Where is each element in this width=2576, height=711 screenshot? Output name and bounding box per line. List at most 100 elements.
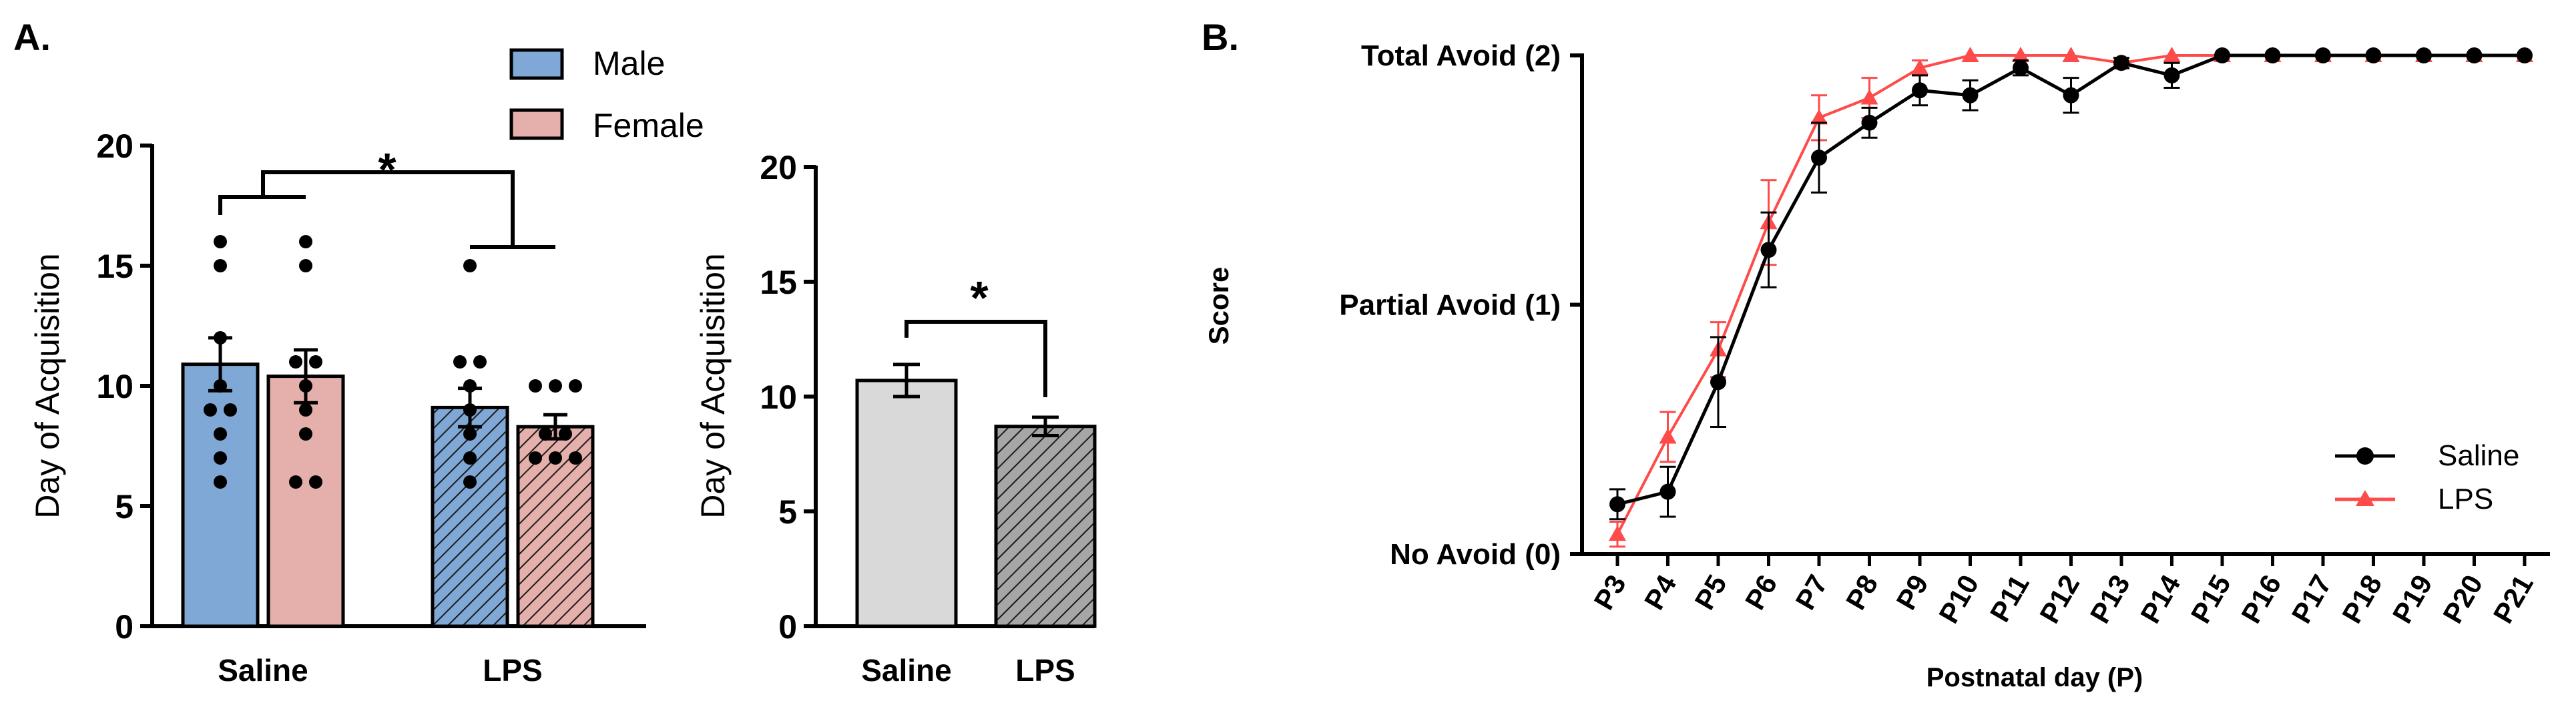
y-tick-label: 20 (96, 128, 134, 165)
panel-b-label: B. (1202, 16, 1239, 58)
data-point-saline (1760, 242, 1777, 258)
data-point-saline (1912, 82, 1928, 99)
data-point (559, 427, 572, 441)
data-point-saline (2264, 47, 2281, 63)
data-point (299, 427, 312, 441)
data-point (539, 427, 552, 441)
data-point-lps (1860, 89, 1878, 105)
x-tick-label-p16: P16 (2235, 569, 2287, 628)
x-tick-label-saline: Saline (218, 653, 308, 688)
data-point-lps (1609, 525, 1626, 541)
y-tick-label: No Avoid (0) (1390, 538, 1561, 571)
data-point (299, 235, 312, 248)
series-line-lps (1616, 54, 2525, 535)
data-point (463, 379, 477, 393)
data-point (569, 379, 582, 393)
y-tick-label: 10 (760, 379, 797, 416)
data-point-saline (2113, 55, 2129, 71)
data-point-lps (1911, 59, 1928, 75)
legend-marker-lps (2356, 490, 2374, 506)
data-point (214, 235, 227, 248)
data-point (214, 259, 227, 272)
data-point (214, 451, 227, 465)
data-point (289, 475, 302, 489)
data-point (299, 403, 312, 417)
x-tick-label-p19: P19 (2386, 569, 2438, 628)
legend-label-saline: Saline (2438, 439, 2519, 472)
y-tick-label: 0 (778, 608, 797, 646)
x-tick-label-p10: P10 (1933, 569, 1985, 628)
data-point-saline (1710, 374, 1726, 391)
chart3-xlabel: Postnatal day (P) (1926, 663, 2143, 692)
x-tick-label-lps: LPS (1015, 653, 1075, 688)
data-point (463, 259, 477, 272)
chart1-plot: 0 5 10 15 20 Saline LPS (96, 128, 646, 688)
y-tick-label: 5 (115, 488, 134, 525)
x-tick-label-p18: P18 (2336, 569, 2388, 628)
series-line-saline (1617, 53, 2525, 506)
data-point-lps (1810, 109, 1828, 125)
data-point (204, 403, 217, 417)
x-tick-label-p11: P11 (1984, 569, 2035, 627)
bar-lps (994, 425, 1097, 628)
significance-star-chart1: * (378, 144, 397, 196)
y-tick-label: 20 (760, 149, 797, 186)
x-tick-label-p6: P6 (1739, 569, 1783, 615)
legend-label-female: Female (593, 107, 704, 144)
data-point-saline (1811, 150, 1827, 166)
data-point (569, 451, 582, 465)
y-tick-label: 0 (115, 608, 134, 646)
x-tick-label-p15: P15 (2185, 569, 2237, 628)
chart3-ylabel: Score (1203, 267, 1234, 345)
data-point-saline (2365, 47, 2382, 63)
data-point-saline (2315, 47, 2331, 63)
data-point-lps (1659, 428, 1677, 444)
data-point (549, 451, 562, 465)
data-point-saline (2416, 47, 2432, 63)
y-tick-label: 5 (778, 493, 797, 531)
data-point (214, 475, 227, 489)
x-tick-label-p3: P3 (1587, 569, 1631, 615)
data-point-saline (2466, 47, 2483, 63)
data-point (309, 475, 322, 489)
data-point-lps (2163, 47, 2181, 62)
x-tick-label-p21: P21 (2487, 569, 2539, 628)
data-point-saline (1659, 483, 1676, 500)
data-point-lps (2012, 47, 2029, 62)
data-point-lps (1961, 47, 1979, 62)
data-point-saline (1861, 114, 1878, 131)
panel-a-label: A. (13, 16, 51, 58)
data-point (299, 379, 312, 393)
x-tick-label-p7: P7 (1789, 569, 1833, 615)
x-tick-label-p13: P13 (2084, 569, 2136, 628)
data-point (299, 259, 312, 272)
data-point (463, 451, 477, 465)
x-tick-label-p14: P14 (2134, 569, 2186, 628)
chart2-plot: 0 5 10 15 20 Saline LPS (760, 149, 1097, 688)
data-point-saline (2063, 87, 2079, 103)
data-point (309, 355, 322, 369)
legend-swatch-female (509, 108, 564, 140)
data-point-saline (1609, 496, 1625, 513)
legend-label-lps: LPS (2438, 483, 2493, 515)
significance-bracket (905, 320, 1047, 397)
x-tick-label-p8: P8 (1840, 569, 1884, 615)
data-point-lps (2062, 47, 2080, 62)
x-tick-label-p20: P20 (2436, 569, 2489, 628)
data-point (549, 379, 562, 393)
significance-bracket (218, 170, 555, 249)
data-point-saline (2013, 59, 2029, 76)
chart2-ylabel: Day of Acquisition (694, 253, 732, 518)
data-point (463, 403, 477, 417)
bar-saline (855, 379, 958, 628)
y-tick-label: Total Avoid (2) (1361, 39, 1561, 72)
x-tick-label-p4: P4 (1638, 569, 1683, 615)
data-point (224, 403, 237, 417)
legend-swatch-male (509, 48, 564, 80)
chart1-ylabel: Day of Acquisition (29, 253, 66, 518)
x-tick-label-saline: Saline (861, 653, 952, 688)
significance-star-chart2: * (970, 272, 989, 324)
data-point-saline (2163, 67, 2180, 83)
data-point (473, 355, 487, 369)
